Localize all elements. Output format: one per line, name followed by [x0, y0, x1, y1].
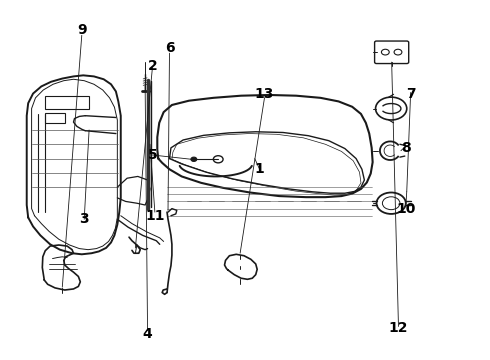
Circle shape — [191, 157, 197, 161]
Text: 10: 10 — [396, 202, 416, 216]
Text: 13: 13 — [255, 87, 274, 101]
Text: 7: 7 — [406, 87, 416, 101]
Bar — [45, 113, 65, 123]
Text: 6: 6 — [165, 41, 174, 55]
FancyBboxPatch shape — [374, 41, 409, 64]
Text: 1: 1 — [255, 162, 265, 176]
Text: 3: 3 — [79, 212, 89, 226]
Text: 9: 9 — [77, 23, 87, 37]
Text: 8: 8 — [401, 141, 411, 155]
Text: 4: 4 — [143, 327, 152, 341]
Text: 5: 5 — [147, 148, 157, 162]
Bar — [45, 96, 89, 109]
Text: 2: 2 — [147, 59, 157, 73]
Text: 12: 12 — [389, 321, 408, 335]
Text: 11: 11 — [145, 209, 165, 223]
